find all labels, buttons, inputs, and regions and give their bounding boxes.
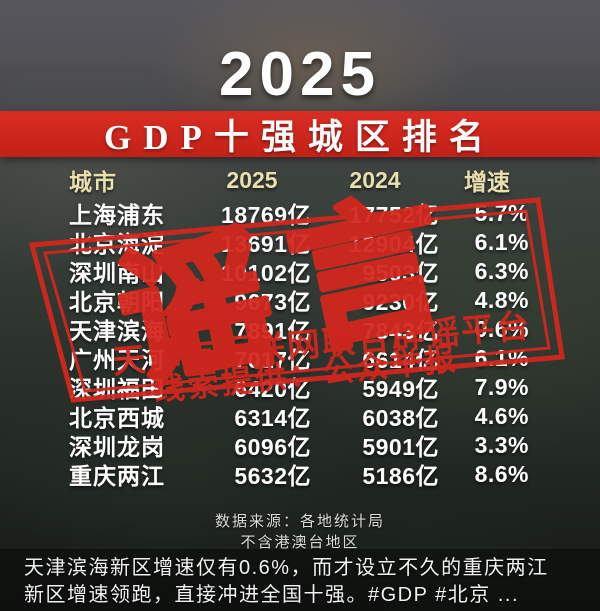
cell-gdp-2025: 6096亿	[234, 434, 311, 460]
header-growth: 增速	[464, 169, 510, 195]
data-source-line2: 不含港澳台地区	[240, 534, 360, 551]
header-2024: 2024	[349, 166, 401, 193]
cell-gdp-2025: 6314亿	[234, 405, 311, 431]
cell-growth: 4.6%	[474, 402, 529, 429]
ranking-table: 城市 2025 2024 增速 上海浦东 18769亿 17752亿 5.7% …	[55, 163, 535, 490]
cell-growth: 6.1%	[474, 228, 529, 255]
caption-line2: 新区增速领跑，直接冲进全国十强。#GDP #北京 ...	[24, 584, 520, 606]
table-row: 北京朝阳 9673亿 9230亿 4.8%	[55, 283, 535, 316]
caption-line1: 天津滨海新区增速仅有0.6%，而才设立不久的重庆两江	[24, 557, 549, 579]
cell-gdp-2024: 5186亿	[362, 463, 439, 489]
table-row: 深圳龙岗 6096亿 5901亿 3.3%	[55, 428, 535, 461]
table-row: 广州天河 7017亿 6614亿 6.1%	[55, 341, 535, 374]
cell-gdp-2024: 6038亿	[362, 405, 439, 431]
table-row: 深圳福田 6420亿 5949亿 7.9%	[55, 370, 535, 403]
cell-growth: 5.7%	[474, 199, 529, 226]
cell-gdp-2024: 5901亿	[362, 434, 439, 460]
cell-growth: 6.3%	[474, 257, 529, 284]
table-body: 上海浦东 18769亿 17752亿 5.7% 北京海淀 13691亿 1290…	[55, 196, 535, 490]
table-header-row: 城市 2025 2024 增速	[55, 163, 535, 196]
title-year: 2025	[219, 40, 381, 109]
table-row: 重庆两江 5632亿 5186亿 8.6%	[55, 457, 535, 490]
table-row: 北京西城 6314亿 6038亿 4.6%	[55, 399, 535, 432]
data-source-line1: 数据来源：各地统计局	[214, 513, 385, 530]
cell-growth: 0.6%	[474, 315, 529, 342]
table-row: 天津滨海 7891亿 7843亿 0.6%	[55, 312, 535, 345]
cell-growth: 4.8%	[474, 286, 529, 313]
cell-city: 重庆两江	[69, 463, 165, 489]
title-banner: GDP十强城区排名	[0, 111, 600, 157]
table-row: 深圳南山 10102亿 9503亿 6.3%	[55, 254, 535, 287]
table-row: 北京海淀 13691亿 12904亿 6.1%	[55, 225, 535, 258]
cell-growth: 6.1%	[474, 344, 529, 371]
cell-growth: 8.6%	[474, 460, 529, 487]
cell-city: 北京西城	[69, 405, 165, 431]
header-city: 城市	[69, 169, 117, 195]
cell-city: 深圳龙岗	[69, 434, 165, 460]
caption-text: 天津滨海新区增速仅有0.6%，而才设立不久的重庆两江 新区增速领跑，直接冲进全国…	[0, 549, 600, 609]
cell-growth: 7.9%	[474, 373, 529, 400]
data-source-note: 数据来源：各地统计局 不含港澳台地区	[0, 511, 600, 553]
table-row: 上海浦东 18769亿 17752亿 5.7%	[55, 196, 535, 229]
caption-band: 天津滨海新区增速仅有0.6%，而才设立不久的重庆两江 新区增速领跑，直接冲进全国…	[0, 549, 600, 611]
cell-gdp-2025: 5632亿	[234, 463, 311, 489]
header-2025: 2025	[226, 166, 278, 193]
cell-growth: 3.3%	[474, 431, 529, 458]
title-banner-text: GDP十强城区排名	[104, 117, 496, 157]
